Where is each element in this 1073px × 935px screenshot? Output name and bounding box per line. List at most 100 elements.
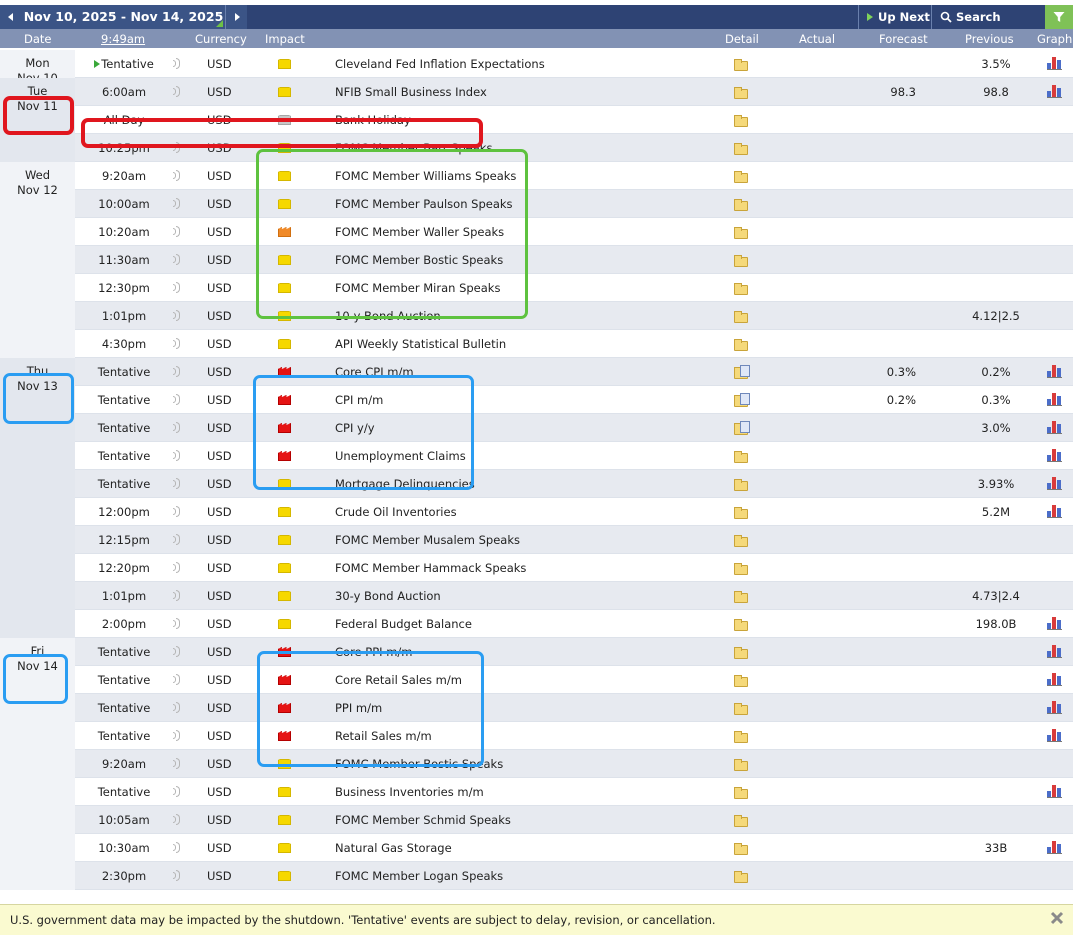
search-events-button[interactable]: Search Events — [931, 5, 1045, 48]
event-title[interactable]: Retail Sales m/m — [335, 729, 432, 743]
event-row[interactable]: 12:15pm USD FOMC Member Musalem Speaks — [0, 526, 1073, 554]
event-title[interactable]: 30-y Bond Auction — [335, 589, 441, 603]
event-title[interactable]: CPI y/y — [335, 421, 375, 435]
event-row[interactable]: Tentative USD CPI y/y 3.0% — [0, 414, 1073, 442]
detail-button[interactable] — [734, 283, 748, 298]
event-title[interactable]: API Weekly Statistical Bulletin — [335, 337, 507, 351]
sound-icon[interactable] — [173, 617, 181, 631]
graph-button[interactable] — [1047, 505, 1062, 521]
event-title[interactable]: FOMC Member Williams Speaks — [335, 169, 517, 183]
graph-button[interactable] — [1047, 421, 1062, 437]
event-row[interactable]: 10:20am USD FOMC Member Waller Speaks — [0, 218, 1073, 246]
event-title[interactable]: FOMC Member Barr Speaks — [335, 141, 493, 155]
event-row[interactable]: All Day USD Bank Holiday — [0, 106, 1073, 134]
event-row[interactable]: 4:30pm USD API Weekly Statistical Bulletin — [0, 330, 1073, 358]
detail-button[interactable] — [734, 619, 748, 634]
detail-button[interactable] — [734, 87, 748, 102]
event-row[interactable]: 6:00am USD NFIB Small Business Index 98.3 98… — [0, 78, 1073, 106]
date-range-label[interactable]: Nov 10, 2025 - Nov 14, 2025 — [22, 5, 225, 29]
event-row[interactable]: 10:25pm USD FOMC Member Barr Speaks — [0, 134, 1073, 162]
prev-week-button[interactable] — [0, 5, 22, 29]
detail-button[interactable] — [734, 843, 748, 858]
event-title[interactable]: NFIB Small Business Index — [335, 85, 487, 99]
event-row[interactable]: Tentative USD Mortgage Delinquencies 3.93% — [0, 470, 1073, 498]
event-title[interactable]: FOMC Member Bostic Speaks — [335, 253, 504, 267]
event-title[interactable]: FOMC Member Hammack Speaks — [335, 561, 527, 575]
event-row[interactable]: Tentative USD PPI m/m — [0, 694, 1073, 722]
sound-icon[interactable] — [173, 533, 181, 547]
event-title[interactable]: Core Retail Sales m/m — [335, 673, 462, 687]
event-title[interactable]: Federal Budget Balance — [335, 617, 472, 631]
graph-button[interactable] — [1047, 645, 1062, 661]
event-row[interactable]: Tentative USD Cleveland Fed Inflation Expe… — [0, 50, 1073, 78]
sound-icon[interactable] — [173, 561, 181, 575]
event-title[interactable]: Core CPI m/m — [335, 365, 414, 379]
event-row[interactable]: 1:01pm USD 10-y Bond Auction 4.12|2.5 — [0, 302, 1073, 330]
event-title[interactable]: FOMC Member Schmid Speaks — [335, 813, 511, 827]
event-row[interactable]: 10:00am USD FOMC Member Paulson Speaks — [0, 190, 1073, 218]
detail-button[interactable] — [734, 759, 748, 774]
next-week-button[interactable] — [225, 5, 247, 29]
sound-icon[interactable] — [173, 841, 181, 855]
sound-icon[interactable] — [173, 57, 181, 71]
up-next-button[interactable]: Up Next — [858, 5, 931, 29]
event-title[interactable]: PPI m/m — [335, 701, 383, 715]
detail-button[interactable] — [734, 591, 748, 606]
detail-button[interactable] — [734, 59, 748, 74]
sound-icon[interactable] — [173, 421, 181, 435]
detail-button[interactable] — [734, 563, 748, 578]
sound-icon[interactable] — [173, 505, 181, 519]
detail-button[interactable] — [734, 227, 748, 242]
detail-button[interactable] — [734, 311, 748, 326]
sound-icon[interactable] — [173, 169, 181, 183]
event-title[interactable]: FOMC Member Musalem Speaks — [335, 533, 520, 547]
detail-button[interactable] — [734, 365, 750, 382]
event-title[interactable]: Unemployment Claims — [335, 449, 466, 463]
graph-button[interactable] — [1047, 841, 1062, 857]
graph-button[interactable] — [1047, 85, 1062, 101]
graph-button[interactable] — [1047, 617, 1062, 633]
sound-icon[interactable] — [173, 477, 181, 491]
event-row[interactable]: Tentative USD Unemployment Claims — [0, 442, 1073, 470]
sound-icon[interactable] — [173, 337, 181, 351]
graph-button[interactable] — [1047, 673, 1062, 689]
detail-button[interactable] — [734, 479, 748, 494]
event-row[interactable]: Tentative USD Core PPI m/m — [0, 638, 1073, 666]
event-row[interactable]: Tentative USD Core Retail Sales m/m — [0, 666, 1073, 694]
event-row[interactable]: Tentative USD CPI m/m 0.2% 0.3% — [0, 386, 1073, 414]
sound-icon[interactable] — [173, 365, 181, 379]
graph-button[interactable] — [1047, 57, 1062, 73]
event-row[interactable]: 9:20am USD FOMC Member Bostic Speaks — [0, 750, 1073, 778]
event-title[interactable]: CPI m/m — [335, 393, 384, 407]
detail-button[interactable] — [734, 199, 748, 214]
sound-icon[interactable] — [173, 85, 181, 99]
event-row[interactable]: 2:00pm USD Federal Budget Balance 198.0B — [0, 610, 1073, 638]
detail-button[interactable] — [734, 171, 748, 186]
detail-button[interactable] — [734, 703, 748, 718]
sound-icon[interactable] — [173, 281, 181, 295]
detail-button[interactable] — [734, 675, 748, 690]
detail-button[interactable] — [734, 731, 748, 746]
sound-icon[interactable] — [173, 729, 181, 743]
event-title[interactable]: FOMC Member Waller Speaks — [335, 225, 505, 239]
sound-icon[interactable] — [173, 813, 181, 827]
event-row[interactable]: 12:00pm USD Crude Oil Inventories 5.2M — [0, 498, 1073, 526]
detail-button[interactable] — [734, 255, 748, 270]
event-row[interactable]: 2:30pm USD FOMC Member Logan Speaks — [0, 862, 1073, 890]
sound-icon[interactable] — [173, 141, 181, 155]
event-row[interactable]: 10:30am USD Natural Gas Storage 33B — [0, 834, 1073, 862]
detail-button[interactable] — [734, 339, 748, 354]
event-row[interactable]: 9:20am USD FOMC Member Williams Speaks — [0, 162, 1073, 190]
detail-button[interactable] — [734, 507, 748, 522]
detail-button[interactable] — [734, 535, 748, 550]
event-title[interactable]: FOMC Member Logan Speaks — [335, 869, 504, 883]
detail-button[interactable] — [734, 421, 750, 438]
sound-icon[interactable] — [173, 673, 181, 687]
sound-icon[interactable] — [173, 449, 181, 463]
event-title[interactable]: Natural Gas Storage — [335, 841, 452, 855]
event-title[interactable]: FOMC Member Paulson Speaks — [335, 197, 513, 211]
event-title[interactable]: FOMC Member Miran Speaks — [335, 281, 501, 295]
sound-icon[interactable] — [173, 785, 181, 799]
graph-button[interactable] — [1047, 477, 1062, 493]
sound-icon[interactable] — [173, 393, 181, 407]
